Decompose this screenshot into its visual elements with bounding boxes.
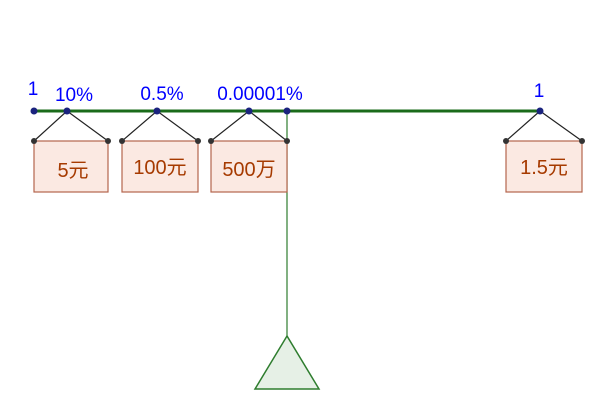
point-label-3: 0.00001% [217, 84, 303, 105]
weight-box-2 [121, 140, 199, 193]
beam-point-right-end [536, 107, 544, 115]
weight-box-3 [210, 140, 288, 193]
point-label-1: 10% [55, 85, 93, 106]
weight-label-1: 5元 [57, 160, 88, 182]
weight-label-2: 100元 [133, 157, 186, 179]
left-end-label: 1 [28, 79, 39, 100]
beam-point-2 [153, 107, 161, 115]
beam-point-left-end [30, 107, 38, 115]
weight-box-4 [505, 140, 583, 193]
beam-point-1 [63, 107, 71, 115]
hanger-3: 500万 [208, 110, 290, 193]
point-label-2: 0.5% [140, 84, 183, 105]
beam-point-pivot [283, 107, 291, 115]
weight-label-3: 500万 [222, 159, 275, 181]
weight-label-4: 1.5元 [520, 157, 568, 179]
right-end-label: 1 [534, 81, 545, 102]
hanger-1: 5元 [31, 110, 111, 193]
beam-point-3 [245, 107, 253, 115]
fulcrum-triangle [253, 334, 321, 390]
weight-box-1 [33, 140, 109, 193]
hanger-2: 100元 [119, 110, 201, 193]
hanger-4: 1.5元 [503, 110, 585, 193]
